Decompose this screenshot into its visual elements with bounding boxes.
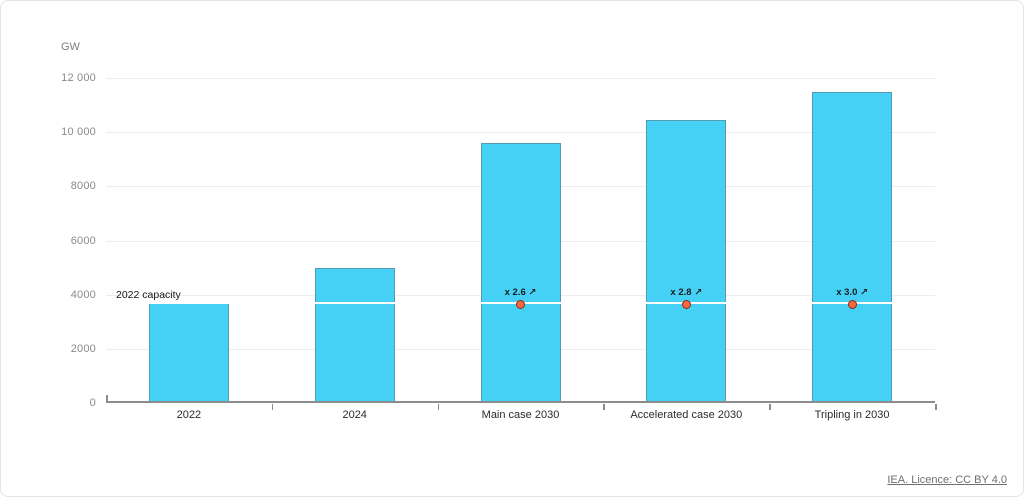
y-axis-tick-label: 12 000 — [61, 72, 96, 84]
data-point-dot — [516, 300, 525, 310]
multiplier-annotation: x 2.6 ↗ — [504, 286, 537, 298]
y-axis-tick-label: 10 000 — [61, 126, 96, 139]
y-axis-tick-label: 0 — [89, 397, 96, 409]
bar — [812, 92, 893, 403]
axis-tick — [769, 404, 771, 410]
bar — [314, 268, 395, 403]
source-licence-link[interactable]: IEA. Licence: CC BY 4.0 — [887, 474, 1007, 486]
x-axis-line — [106, 401, 935, 403]
x-axis-label: Accelerated case 2030 — [630, 409, 743, 421]
x-axis-label: Main case 2030 — [481, 409, 560, 421]
plot-area — [106, 78, 935, 403]
axis-tick — [271, 404, 274, 410]
axis-tick — [935, 404, 937, 410]
x-axis-label: Tripling in 2030 — [814, 409, 890, 421]
multiplier-annotation: x 2.8 ↗ — [670, 286, 703, 298]
gridline — [106, 132, 935, 134]
gridline — [106, 78, 935, 79]
y-axis-tick-label: 4000 — [70, 288, 96, 301]
x-axis-label: 2022 — [176, 409, 202, 421]
y-axis-tick-label: 8000 — [70, 180, 96, 193]
x-axis-label: 2024 — [342, 409, 367, 421]
axis-tick — [106, 395, 108, 403]
bar — [480, 143, 561, 403]
y-axis-tick-label: 6000 — [70, 234, 96, 247]
axis-tick — [603, 404, 605, 410]
y-axis-unit-label: GW — [61, 41, 80, 53]
reference-line-label: 2022 capacity — [116, 288, 181, 301]
bar — [646, 119, 727, 403]
bar — [148, 302, 229, 403]
multiplier-annotation: x 3.0 ↗ — [836, 286, 868, 298]
data-point-dot — [847, 300, 857, 310]
axis-tick — [437, 404, 440, 410]
y-axis-tick-label: 2000 — [70, 342, 96, 355]
data-point-dot — [681, 300, 691, 310]
